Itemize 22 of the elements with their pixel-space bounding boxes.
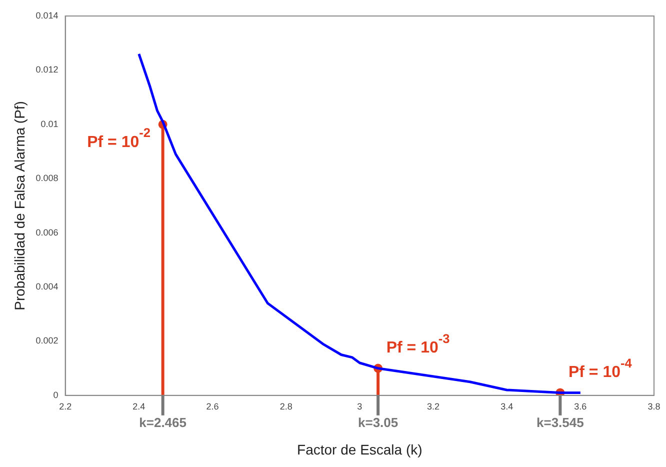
x-tick-label: 3.4 xyxy=(500,401,514,412)
y-tick-label: 0.004 xyxy=(36,281,58,292)
y-tick-label: 0.008 xyxy=(36,173,58,184)
x-tick-label: 2.4 xyxy=(132,401,146,412)
x-tick-label: 3 xyxy=(357,401,362,412)
x-tick-label: 2.6 xyxy=(206,401,219,412)
x-tick-label: 3.6 xyxy=(574,401,587,412)
y-tick-label: 0.012 xyxy=(36,64,58,75)
y-tick-label: 0.014 xyxy=(36,10,58,20)
x-tick-label: 2.8 xyxy=(280,401,292,412)
x-tick-label: 3.2 xyxy=(426,401,440,412)
x-axis-title: Factor de Escala (k) xyxy=(297,441,422,458)
y-tick-label: 0.002 xyxy=(36,336,58,346)
y-tick-label: 0.006 xyxy=(36,227,58,238)
annotation: k=3.05 xyxy=(358,414,398,430)
y-tick-label: 0.01 xyxy=(40,118,58,129)
annotation: k=2.465 xyxy=(139,414,187,430)
y-tick-label: 0 xyxy=(53,390,58,400)
y-axis-title: Probabilidad de Falsa Alarma (Pf) xyxy=(11,101,28,310)
x-tick-label: 3.8 xyxy=(648,401,660,412)
x-tick-label: 2.2 xyxy=(59,401,72,412)
annotation: k=3.545 xyxy=(536,414,584,430)
